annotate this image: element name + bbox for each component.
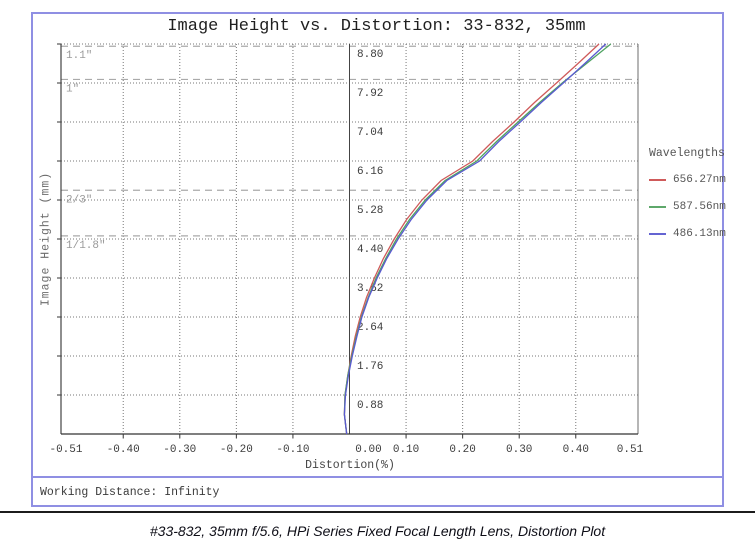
- y-tick-label: 1.76: [357, 361, 383, 373]
- legend-dash-icon: [649, 179, 666, 181]
- y-tick-label: 2.64: [357, 322, 384, 334]
- sensor-format-label: 1.1": [66, 50, 92, 62]
- figure-caption: #33-832, 35mm f/5.6, HPi Series Fixed Fo…: [149, 523, 606, 539]
- y-tick-label: 8.80: [357, 49, 383, 61]
- y-tick-label: 6.16: [357, 166, 383, 178]
- x-tick-label: -0.20: [220, 444, 253, 456]
- x-tick-label: 0.10: [393, 444, 419, 456]
- plot-frame-border: [31, 12, 724, 507]
- x-tick-label: 0.20: [449, 444, 475, 456]
- x-tick-label: -0.51: [49, 444, 82, 456]
- x-tick-label: 0.51: [617, 444, 644, 456]
- y-tick-label: 0.88: [357, 400, 383, 412]
- sensor-format-label: 1/1.8": [66, 240, 106, 252]
- frame-separator-line: [31, 476, 724, 478]
- sensor-format-label: 1": [66, 83, 79, 95]
- legend-entry-label: 486.13nm: [673, 228, 726, 240]
- legend-entries: 656.27nm 587.56nm 486.13nm: [649, 174, 726, 240]
- x-tick-label: -0.10: [276, 444, 309, 456]
- legend-title: Wavelengths: [649, 147, 725, 160]
- x-tick-label: 0.30: [506, 444, 532, 456]
- chart-title: Image Height vs. Distortion: 33-832, 35m…: [167, 17, 586, 36]
- legend-entry: 656.27nm: [649, 174, 726, 186]
- curve-587.56nm: [343, 43, 612, 435]
- x-tick-label: 0.00: [355, 444, 381, 456]
- legend-dash-icon: [649, 233, 666, 235]
- working-distance-text: Working Distance: Infinity: [40, 486, 220, 499]
- legend-entry-label: 656.27nm: [673, 174, 726, 186]
- legend-entry: 587.56nm: [649, 201, 726, 213]
- y-tick-label: 4.40: [357, 244, 383, 256]
- x-tick-label: 0.40: [563, 444, 589, 456]
- curve-486.13nm: [343, 43, 607, 435]
- y-tick-label: 5.28: [357, 205, 383, 217]
- legend-entry: 486.13nm: [649, 228, 726, 240]
- y-tick-label: 7.92: [357, 88, 383, 100]
- sensor-format-label: 2/3": [66, 194, 92, 206]
- y-tick-label: 7.04: [357, 127, 384, 139]
- x-axis-title: Distortion(%): [305, 459, 395, 472]
- legend-dash-icon: [649, 206, 666, 208]
- x-tick-label: -0.40: [107, 444, 140, 456]
- caption-divider-line: [0, 511, 755, 513]
- wavelength-legend: Wavelengths 656.27nm 587.56nm 486.13nm: [649, 147, 726, 255]
- legend-entry-label: 587.56nm: [673, 201, 726, 213]
- x-tick-label: -0.30: [163, 444, 196, 456]
